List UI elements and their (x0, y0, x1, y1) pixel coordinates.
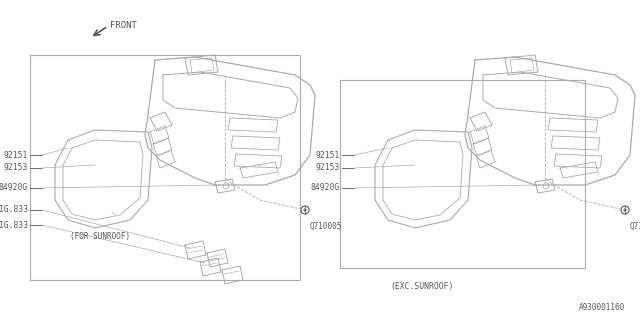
Text: Q710005: Q710005 (310, 222, 342, 231)
Text: Q710005: Q710005 (630, 222, 640, 231)
Text: FRONT: FRONT (110, 21, 137, 30)
Bar (340, 80, 585, 268)
Text: 84920G: 84920G (311, 183, 340, 193)
Text: 92153: 92153 (4, 164, 28, 172)
Text: A930001160: A930001160 (579, 303, 625, 312)
Bar (30, 55, 300, 280)
Circle shape (623, 209, 627, 212)
Text: (EXC.SUNROOF): (EXC.SUNROOF) (390, 282, 453, 291)
Text: (FOR SUNROOF): (FOR SUNROOF) (70, 233, 130, 242)
Text: 92151: 92151 (316, 150, 340, 159)
Text: 92151: 92151 (4, 150, 28, 159)
Text: FIG.833: FIG.833 (0, 220, 28, 229)
Text: 84920G: 84920G (0, 183, 28, 193)
Text: FIG.833: FIG.833 (0, 205, 28, 214)
Text: 92153: 92153 (316, 164, 340, 172)
Circle shape (303, 209, 307, 212)
